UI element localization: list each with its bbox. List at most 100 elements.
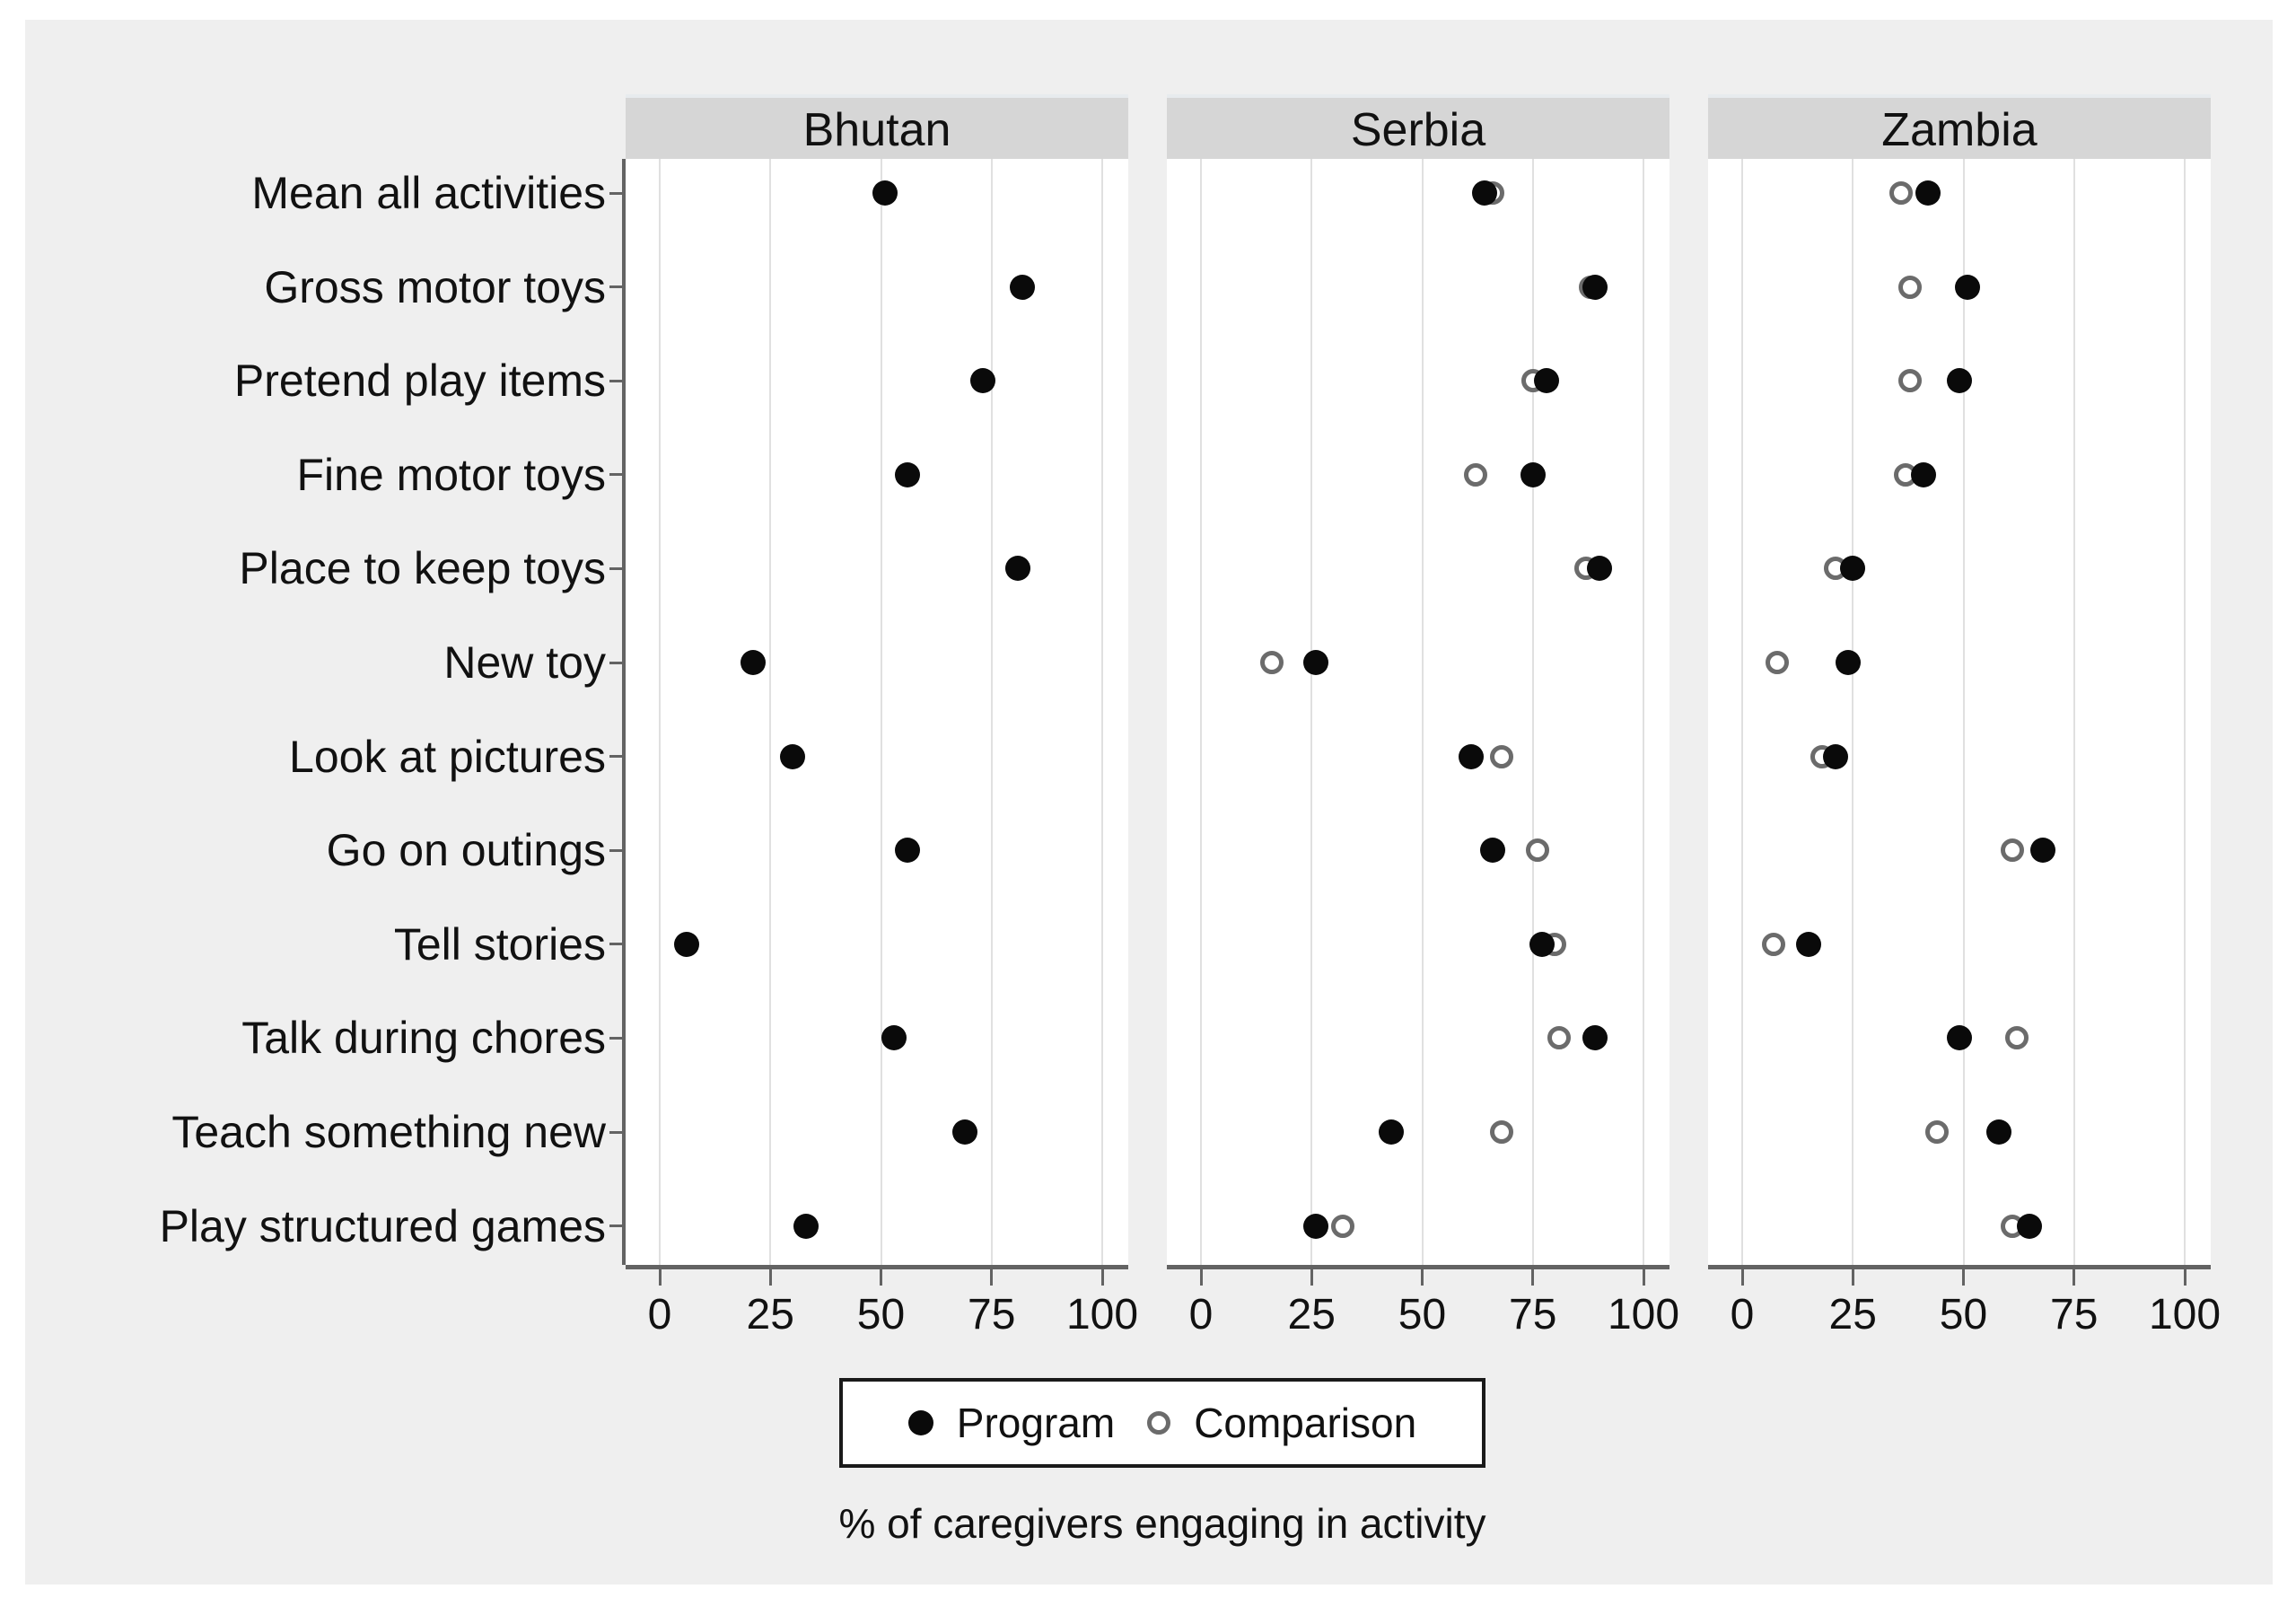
plot-area-bhutan: 0 25 50 75 100 [622, 159, 1138, 1339]
y-axis-tick [609, 1036, 623, 1040]
x-tick-label: 100 [2148, 1291, 2222, 1339]
x-axis-line [1708, 1265, 2211, 1269]
x-axis-tick [1310, 1269, 1313, 1286]
category-label: Talk during chores [241, 1013, 606, 1064]
comparison-marker [1889, 181, 1914, 205]
plot-area-serbia: 0 25 50 75 100 [1167, 159, 1679, 1339]
x-tick-label: 25 [1287, 1291, 1336, 1339]
comparison-marker [1330, 1214, 1354, 1238]
program-marker [1822, 743, 1848, 769]
program-marker [1303, 650, 1329, 675]
y-axis-tick [609, 473, 623, 477]
gridline [1421, 159, 1424, 1265]
comparison-marker [1898, 369, 1923, 393]
legend-item-comparison: Comparison [1147, 1399, 1416, 1447]
plot-area-zambia: 0 25 50 75 100 [1708, 159, 2221, 1339]
gridline [769, 159, 772, 1265]
gridline [1310, 159, 1313, 1265]
x-axis-line [1167, 1265, 1669, 1269]
gridline [1200, 159, 1202, 1265]
x-axis-tick [768, 1269, 772, 1286]
category-label: Look at pictures [289, 731, 606, 782]
gridline [880, 159, 882, 1265]
comparison-marker [1898, 275, 1923, 299]
program-marker [872, 180, 898, 206]
x-tick-label: 0 [1730, 1291, 1755, 1339]
program-marker [1582, 1025, 1608, 1051]
gridline [1101, 159, 1103, 1265]
x-tick-label: 75 [2050, 1291, 2099, 1339]
x-axis-tick [2073, 1269, 2076, 1286]
category-label: Pretend play items [233, 355, 606, 407]
legend-comparison-label: Comparison [1194, 1400, 1417, 1446]
program-marker [895, 838, 921, 864]
x-tick-label: 75 [968, 1291, 1016, 1339]
program-marker [1529, 931, 1555, 957]
y-axis-line [622, 159, 626, 1265]
x-tick-label: 0 [647, 1291, 672, 1339]
gridline [2184, 159, 2186, 1265]
x-axis-tick [1851, 1269, 1854, 1286]
program-marker [1582, 274, 1608, 300]
x-axis-title: % of caregivers engaging in activity [838, 1500, 1486, 1547]
program-marker [673, 931, 699, 957]
x-tick-label: 75 [1509, 1291, 1557, 1339]
program-marker [740, 650, 766, 675]
comparison-marker [2000, 838, 2024, 863]
category-label: Mean all activities [251, 168, 606, 218]
gridline [1741, 159, 1743, 1265]
panel-header-serbia: Serbia [1167, 94, 1669, 162]
gridline [1962, 159, 1965, 1265]
x-tick-label: 50 [856, 1291, 906, 1339]
legend: Program Comparison [839, 1378, 1485, 1468]
x-tick-label: 25 [1828, 1291, 1877, 1339]
program-marker [952, 1119, 978, 1145]
program-marker [895, 461, 921, 487]
x-axis-tick [880, 1269, 882, 1286]
comparison-marker-icon [1147, 1411, 1171, 1435]
program-marker [779, 743, 805, 769]
x-axis-tick [1642, 1269, 1645, 1286]
comparison-marker [1259, 651, 1284, 674]
program-marker [1586, 556, 1612, 582]
program-marker [1840, 556, 1866, 582]
x-tick-label: 100 [1607, 1291, 1680, 1339]
x-tick-label: 50 [1939, 1291, 1988, 1339]
program-marker [1005, 556, 1031, 582]
comparison-marker [1547, 1026, 1572, 1050]
program-marker [1458, 743, 1484, 769]
program-marker [1985, 1119, 2011, 1145]
program-marker [1533, 368, 1559, 394]
x-axis-tick [1199, 1269, 1203, 1286]
x-axis-tick [1740, 1269, 1744, 1286]
program-marker [1471, 180, 1497, 206]
x-tick-label: 0 [1188, 1291, 1214, 1339]
category-label: Place to keep toys [239, 543, 606, 594]
program-marker [793, 1213, 819, 1239]
program-marker [1010, 274, 1036, 300]
y-axis-tick [609, 566, 623, 570]
program-marker [881, 1025, 907, 1051]
y-axis-tick [609, 661, 623, 664]
program-marker [1520, 461, 1546, 487]
x-axis-tick [2183, 1269, 2186, 1286]
y-axis-tick [609, 191, 623, 195]
comparison-marker [2004, 1026, 2029, 1050]
comparison-marker [1525, 838, 1549, 863]
x-axis-tick [658, 1269, 662, 1286]
x-tick-label: 50 [1398, 1291, 1447, 1339]
y-axis-tick [609, 1224, 623, 1228]
panel-header-zambia: Zambia [1708, 94, 2211, 162]
program-marker [1955, 274, 1981, 300]
comparison-marker [1490, 744, 1514, 768]
y-axis-tick [609, 848, 623, 852]
program-marker [1303, 1213, 1329, 1239]
program-marker [1795, 931, 1821, 957]
program-marker [1911, 461, 1937, 487]
category-label: Teach something new [171, 1107, 606, 1157]
program-marker [1946, 368, 1972, 394]
x-axis-tick [990, 1269, 994, 1286]
category-label: New toy [443, 637, 606, 688]
y-axis-tick [609, 943, 623, 946]
y-axis-tick [609, 755, 623, 759]
